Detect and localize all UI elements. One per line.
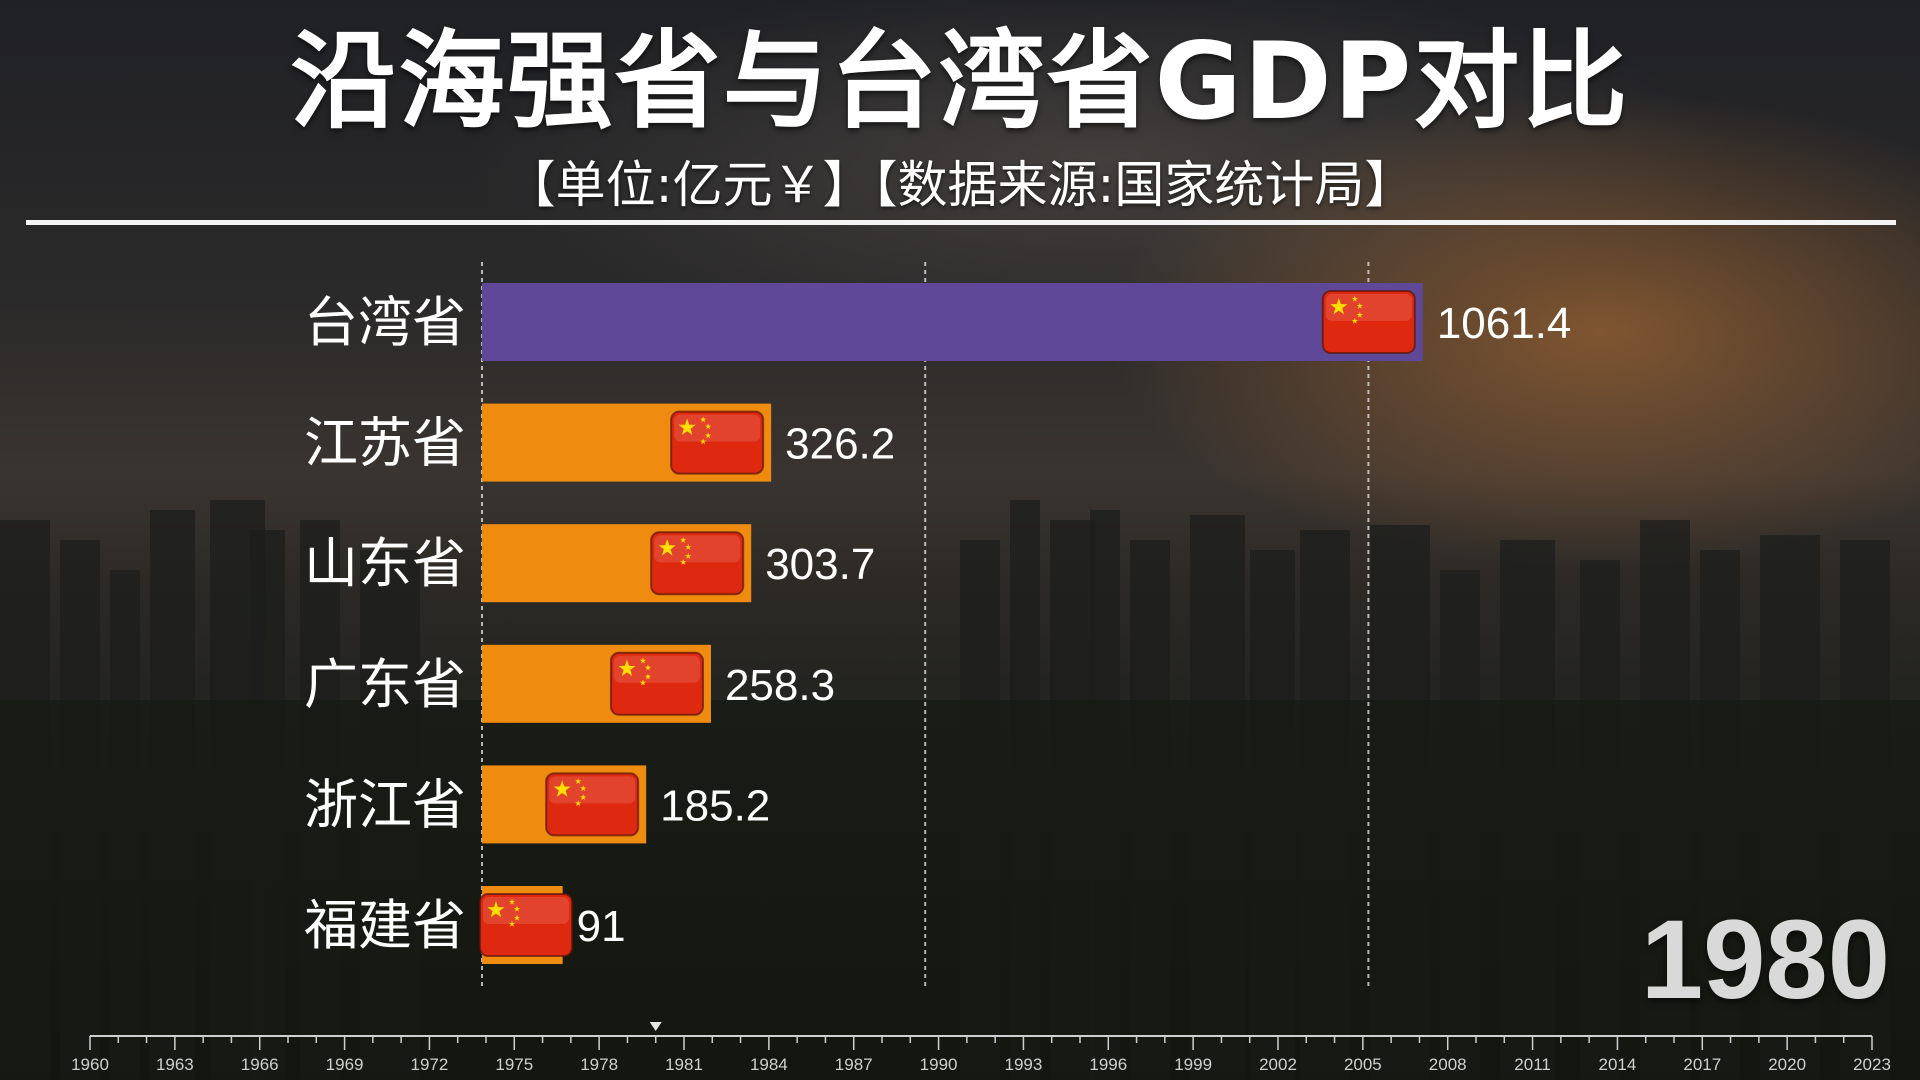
- timeline-tick-label: 2017: [1683, 1055, 1721, 1074]
- timeline-tick-label: 1996: [1089, 1055, 1127, 1074]
- value-label-0: 1061.4: [1437, 299, 1572, 348]
- chart-subtitle: 【单位:亿元￥】【数据来源:国家统计局】: [505, 156, 1415, 214]
- current-year-label: 1980: [1640, 897, 1890, 1022]
- timeline-tick-label: 1972: [411, 1055, 449, 1074]
- value-label-2: 303.7: [765, 540, 875, 589]
- timeline-tick-label: 1987: [835, 1055, 873, 1074]
- value-label-5: 91: [577, 902, 626, 951]
- china-flag-icon: [650, 531, 745, 596]
- timeline-tick-label: 2020: [1768, 1055, 1806, 1074]
- timeline-tick-label: 1993: [1005, 1055, 1043, 1074]
- category-label-4: 浙江省: [304, 773, 466, 836]
- timeline-tick-label: 1975: [495, 1055, 533, 1074]
- china-flag-icon: [670, 410, 765, 475]
- china-flag-icon: [1321, 290, 1416, 354]
- header-divider: [26, 220, 1896, 225]
- value-label-3: 258.3: [725, 661, 835, 710]
- timeline-tick-label: 1963: [156, 1055, 194, 1074]
- timeline-tick-label: 1966: [241, 1055, 279, 1074]
- value-label-1: 326.2: [785, 420, 895, 469]
- china-flag-icon: [545, 772, 640, 837]
- category-label-2: 山东省: [304, 532, 466, 595]
- timeline-tick-label: 2005: [1344, 1055, 1382, 1074]
- timeline-tick-label: 1978: [580, 1055, 618, 1074]
- china-flag-icon: [609, 651, 704, 716]
- china-flag-icon: [479, 893, 573, 957]
- timeline-tick-label: 1984: [750, 1055, 788, 1074]
- timeline-tick-label: 1981: [665, 1055, 703, 1074]
- category-label-3: 广东省: [304, 653, 466, 716]
- timeline-tick-label: 1969: [326, 1055, 364, 1074]
- timeline-tick-label: 2011: [1514, 1055, 1551, 1074]
- category-label-5: 福建省: [304, 894, 466, 957]
- category-label-1: 江苏省: [304, 412, 466, 475]
- timeline-tick-label: 2002: [1259, 1055, 1297, 1074]
- timeline-tick-label: 2014: [1599, 1055, 1637, 1074]
- timeline-tick-label: 2023: [1853, 1055, 1891, 1074]
- timeline-tick-label: 1990: [920, 1055, 958, 1074]
- category-label-0: 台湾省: [304, 291, 466, 354]
- chart-title: 沿海强省与台湾省GDP对比: [290, 20, 1630, 143]
- timeline-marker-icon[interactable]: [649, 1022, 662, 1031]
- timeline-tick-label: 1960: [71, 1055, 109, 1074]
- timeline-tick-label: 2008: [1429, 1055, 1467, 1074]
- timeline-tick-label: 1999: [1174, 1055, 1212, 1074]
- value-label-4: 185.2: [660, 781, 770, 830]
- city-skyline-silhouette: [0, 500, 1920, 1080]
- bar-0: [482, 283, 1423, 361]
